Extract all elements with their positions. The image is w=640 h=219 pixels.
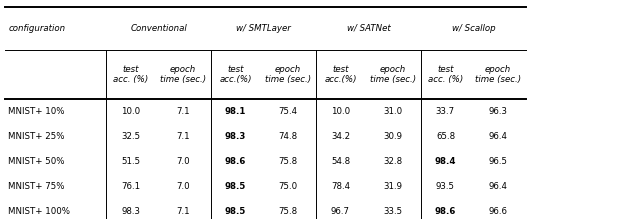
Text: configuration: configuration [8,24,65,33]
Text: 98.3: 98.3 [225,132,246,141]
Text: 65.8: 65.8 [436,132,455,141]
Text: 75.8: 75.8 [278,157,298,166]
Text: 98.5: 98.5 [225,207,246,216]
Text: 33.5: 33.5 [383,207,403,216]
Text: 96.4: 96.4 [488,182,508,191]
Text: 96.3: 96.3 [488,107,508,116]
Text: 7.0: 7.0 [176,157,190,166]
Text: 75.4: 75.4 [278,107,298,116]
Text: 51.5: 51.5 [121,157,140,166]
Text: Conventional: Conventional [131,24,187,33]
Text: 10.0: 10.0 [121,107,140,116]
Text: 93.5: 93.5 [436,182,455,191]
Text: 7.1: 7.1 [176,132,190,141]
Text: 96.4: 96.4 [488,132,508,141]
Text: 31.0: 31.0 [383,107,403,116]
Text: 7.0: 7.0 [176,182,190,191]
Text: 98.4: 98.4 [435,157,456,166]
Text: 34.2: 34.2 [331,132,350,141]
Text: epoch
time (sec.): epoch time (sec.) [370,65,416,84]
Text: 75.8: 75.8 [278,207,298,216]
Text: 98.6: 98.6 [225,157,246,166]
Text: epoch
time (sec.): epoch time (sec.) [265,65,311,84]
Text: 96.6: 96.6 [488,207,508,216]
Text: 74.8: 74.8 [278,132,298,141]
Text: 33.7: 33.7 [436,107,455,116]
Text: 75.0: 75.0 [278,182,298,191]
Text: 96.5: 96.5 [488,157,508,166]
Text: 98.5: 98.5 [225,182,246,191]
Text: 30.9: 30.9 [383,132,403,141]
Text: 78.4: 78.4 [331,182,350,191]
Text: epoch
time (sec.): epoch time (sec.) [160,65,206,84]
Text: MNIST+ 100%: MNIST+ 100% [8,207,70,216]
Text: 31.9: 31.9 [383,182,403,191]
Text: 10.0: 10.0 [331,107,350,116]
Text: test
acc.(%): test acc.(%) [220,65,252,84]
Text: 32.5: 32.5 [121,132,140,141]
Text: 98.6: 98.6 [435,207,456,216]
Text: 54.8: 54.8 [331,157,350,166]
Text: w/ SMTLayer: w/ SMTLayer [236,24,291,33]
Text: MNIST+ 25%: MNIST+ 25% [8,132,65,141]
Text: 98.1: 98.1 [225,107,246,116]
Text: 76.1: 76.1 [121,182,140,191]
Text: 32.8: 32.8 [383,157,403,166]
Text: 7.1: 7.1 [176,107,190,116]
Text: w/ SATNet: w/ SATNet [347,24,390,33]
Text: test
acc. (%): test acc. (%) [428,65,463,84]
Text: test
acc.(%): test acc.(%) [324,65,356,84]
Text: MNIST+ 75%: MNIST+ 75% [8,182,65,191]
Text: epoch
time (sec.): epoch time (sec.) [475,65,521,84]
Text: MNIST+ 10%: MNIST+ 10% [8,107,65,116]
Text: MNIST+ 50%: MNIST+ 50% [8,157,65,166]
Text: test
acc. (%): test acc. (%) [113,65,148,84]
Text: w/ Scallop: w/ Scallop [452,24,495,33]
Text: 7.1: 7.1 [176,207,190,216]
Text: 96.7: 96.7 [331,207,350,216]
Text: 98.3: 98.3 [121,207,140,216]
